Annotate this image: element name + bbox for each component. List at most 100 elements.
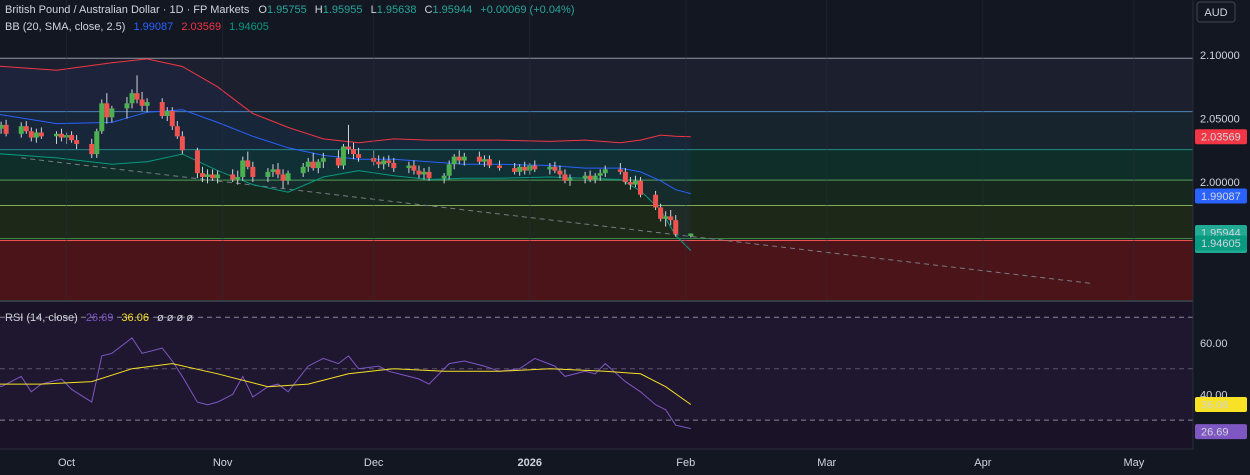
time-label: Dec: [364, 457, 384, 469]
rsi-tick-label: 60.00: [1200, 338, 1228, 350]
candle-body: [411, 165, 417, 171]
rsi-band: [0, 317, 1193, 421]
candle-body: [164, 110, 170, 117]
rsi-ma-line: [0, 363, 692, 405]
candle-body: [486, 159, 492, 166]
candle-body: [335, 157, 341, 166]
currency-box[interactable]: [1196, 1, 1236, 23]
candle-body: [270, 169, 276, 172]
candle-body: [18, 126, 24, 134]
candle-body: [159, 102, 165, 117]
high-value: 1.95955: [323, 4, 363, 16]
candle-body: [275, 169, 281, 175]
candle-body: [69, 135, 75, 141]
candle-body: [351, 149, 357, 155]
change-value: +0.00069 (+0.04%): [480, 4, 574, 16]
rsi-ma-badge: 36.06: [1201, 400, 1229, 412]
main-legend[interactable]: British Pound / Australian Dollar · 1D ·…: [5, 4, 575, 33]
currency-label: AUD: [1204, 7, 1227, 19]
candle-body: [617, 169, 623, 172]
symbol-title: British Pound / Australian Dollar · 1D ·…: [5, 4, 250, 16]
time-label: Mar: [817, 457, 836, 469]
candle-body: [305, 161, 311, 167]
candle-body: [476, 156, 482, 162]
candle-body: [265, 171, 271, 177]
rsi-pane[interactable]: [0, 302, 1193, 449]
candle-body: [632, 180, 638, 185]
rsi-label: RSI (14, close): [5, 312, 78, 324]
rsi-badge: 26.69: [1201, 427, 1229, 439]
bb-basis-badge-bg: [1195, 188, 1247, 204]
candle-body: [497, 165, 503, 169]
candle-body: [386, 160, 392, 163]
candle-body: [461, 156, 467, 161]
candle-body: [205, 174, 211, 177]
price-tick-label: 2.10000: [1200, 50, 1240, 62]
bb-upper-badge: 2.03569: [1201, 132, 1241, 144]
bb-lower-badge: 1.94605: [1201, 238, 1241, 250]
candle-body: [532, 165, 538, 170]
candle-body: [94, 131, 100, 155]
open-label: O: [258, 4, 267, 16]
candle-body: [320, 157, 326, 162]
candle-body: [109, 108, 115, 118]
candle-body: [139, 99, 145, 106]
candle-body: [38, 132, 44, 137]
time-label: May: [1123, 457, 1144, 469]
open-value: 1.95755: [267, 4, 307, 16]
candle-body: [481, 159, 487, 162]
candle-body: [33, 132, 39, 138]
candle-body: [245, 160, 251, 167]
bb-upper-badge-bg: [1195, 129, 1247, 145]
candle-body: [340, 146, 346, 166]
bb-legend[interactable]: BB (20, SMA, close, 2.5) 1.99087 2.03569…: [5, 21, 269, 33]
rsi-badge-bg: [1195, 424, 1247, 440]
candle-body: [627, 182, 633, 185]
candle-body: [59, 133, 65, 138]
candle-body: [124, 103, 130, 109]
candle-body: [421, 171, 427, 175]
candle-body: [89, 143, 95, 155]
rsi-ma-value: 36.06: [121, 312, 149, 324]
candle-body: [456, 156, 462, 161]
level-band: [0, 58, 1193, 112]
candle-body: [441, 175, 447, 179]
candle-body: [602, 169, 608, 174]
candle-body: [668, 216, 674, 221]
price-scale[interactable]: [1193, 0, 1250, 449]
close-label: C: [425, 4, 433, 16]
candle-body: [451, 156, 457, 165]
candle-body: [285, 173, 291, 181]
bb-lower-line: [0, 153, 692, 251]
svg-text:British Pound / Australian Dol: British Pound / Australian Dollar · 1D ·…: [5, 4, 575, 16]
rsi-line: [0, 337, 691, 430]
candle-body: [658, 207, 664, 219]
candle-body: [522, 166, 528, 171]
bb-basis-value: 1.99087: [134, 21, 174, 33]
candle-body: [23, 126, 29, 132]
candle-body: [663, 216, 669, 219]
candle-body: [310, 161, 316, 169]
low-label: L: [371, 4, 377, 16]
candle-body: [376, 161, 382, 165]
bb-upper-line: [0, 58, 691, 144]
level-band: [0, 180, 1193, 206]
close-value: 1.95944: [432, 4, 472, 16]
rsi-legend[interactable]: RSI (14, close) 26.69 36.06 ø ø ø ø: [5, 312, 193, 324]
candle-body: [345, 146, 351, 150]
candle-body: [3, 124, 9, 134]
candle-body: [144, 102, 150, 106]
candle-body: [300, 166, 306, 174]
candle-body: [230, 174, 236, 180]
bb-label: BB (20, SMA, close, 2.5): [5, 21, 125, 33]
time-label: Apr: [974, 457, 991, 469]
candle-body: [391, 163, 397, 169]
candle-body: [446, 164, 452, 176]
candle-body: [134, 93, 140, 100]
time-label: Feb: [676, 457, 695, 469]
time-axis[interactable]: [0, 449, 1250, 475]
candle-body: [280, 174, 286, 181]
candle-body: [250, 166, 256, 177]
candle-body: [210, 174, 216, 179]
